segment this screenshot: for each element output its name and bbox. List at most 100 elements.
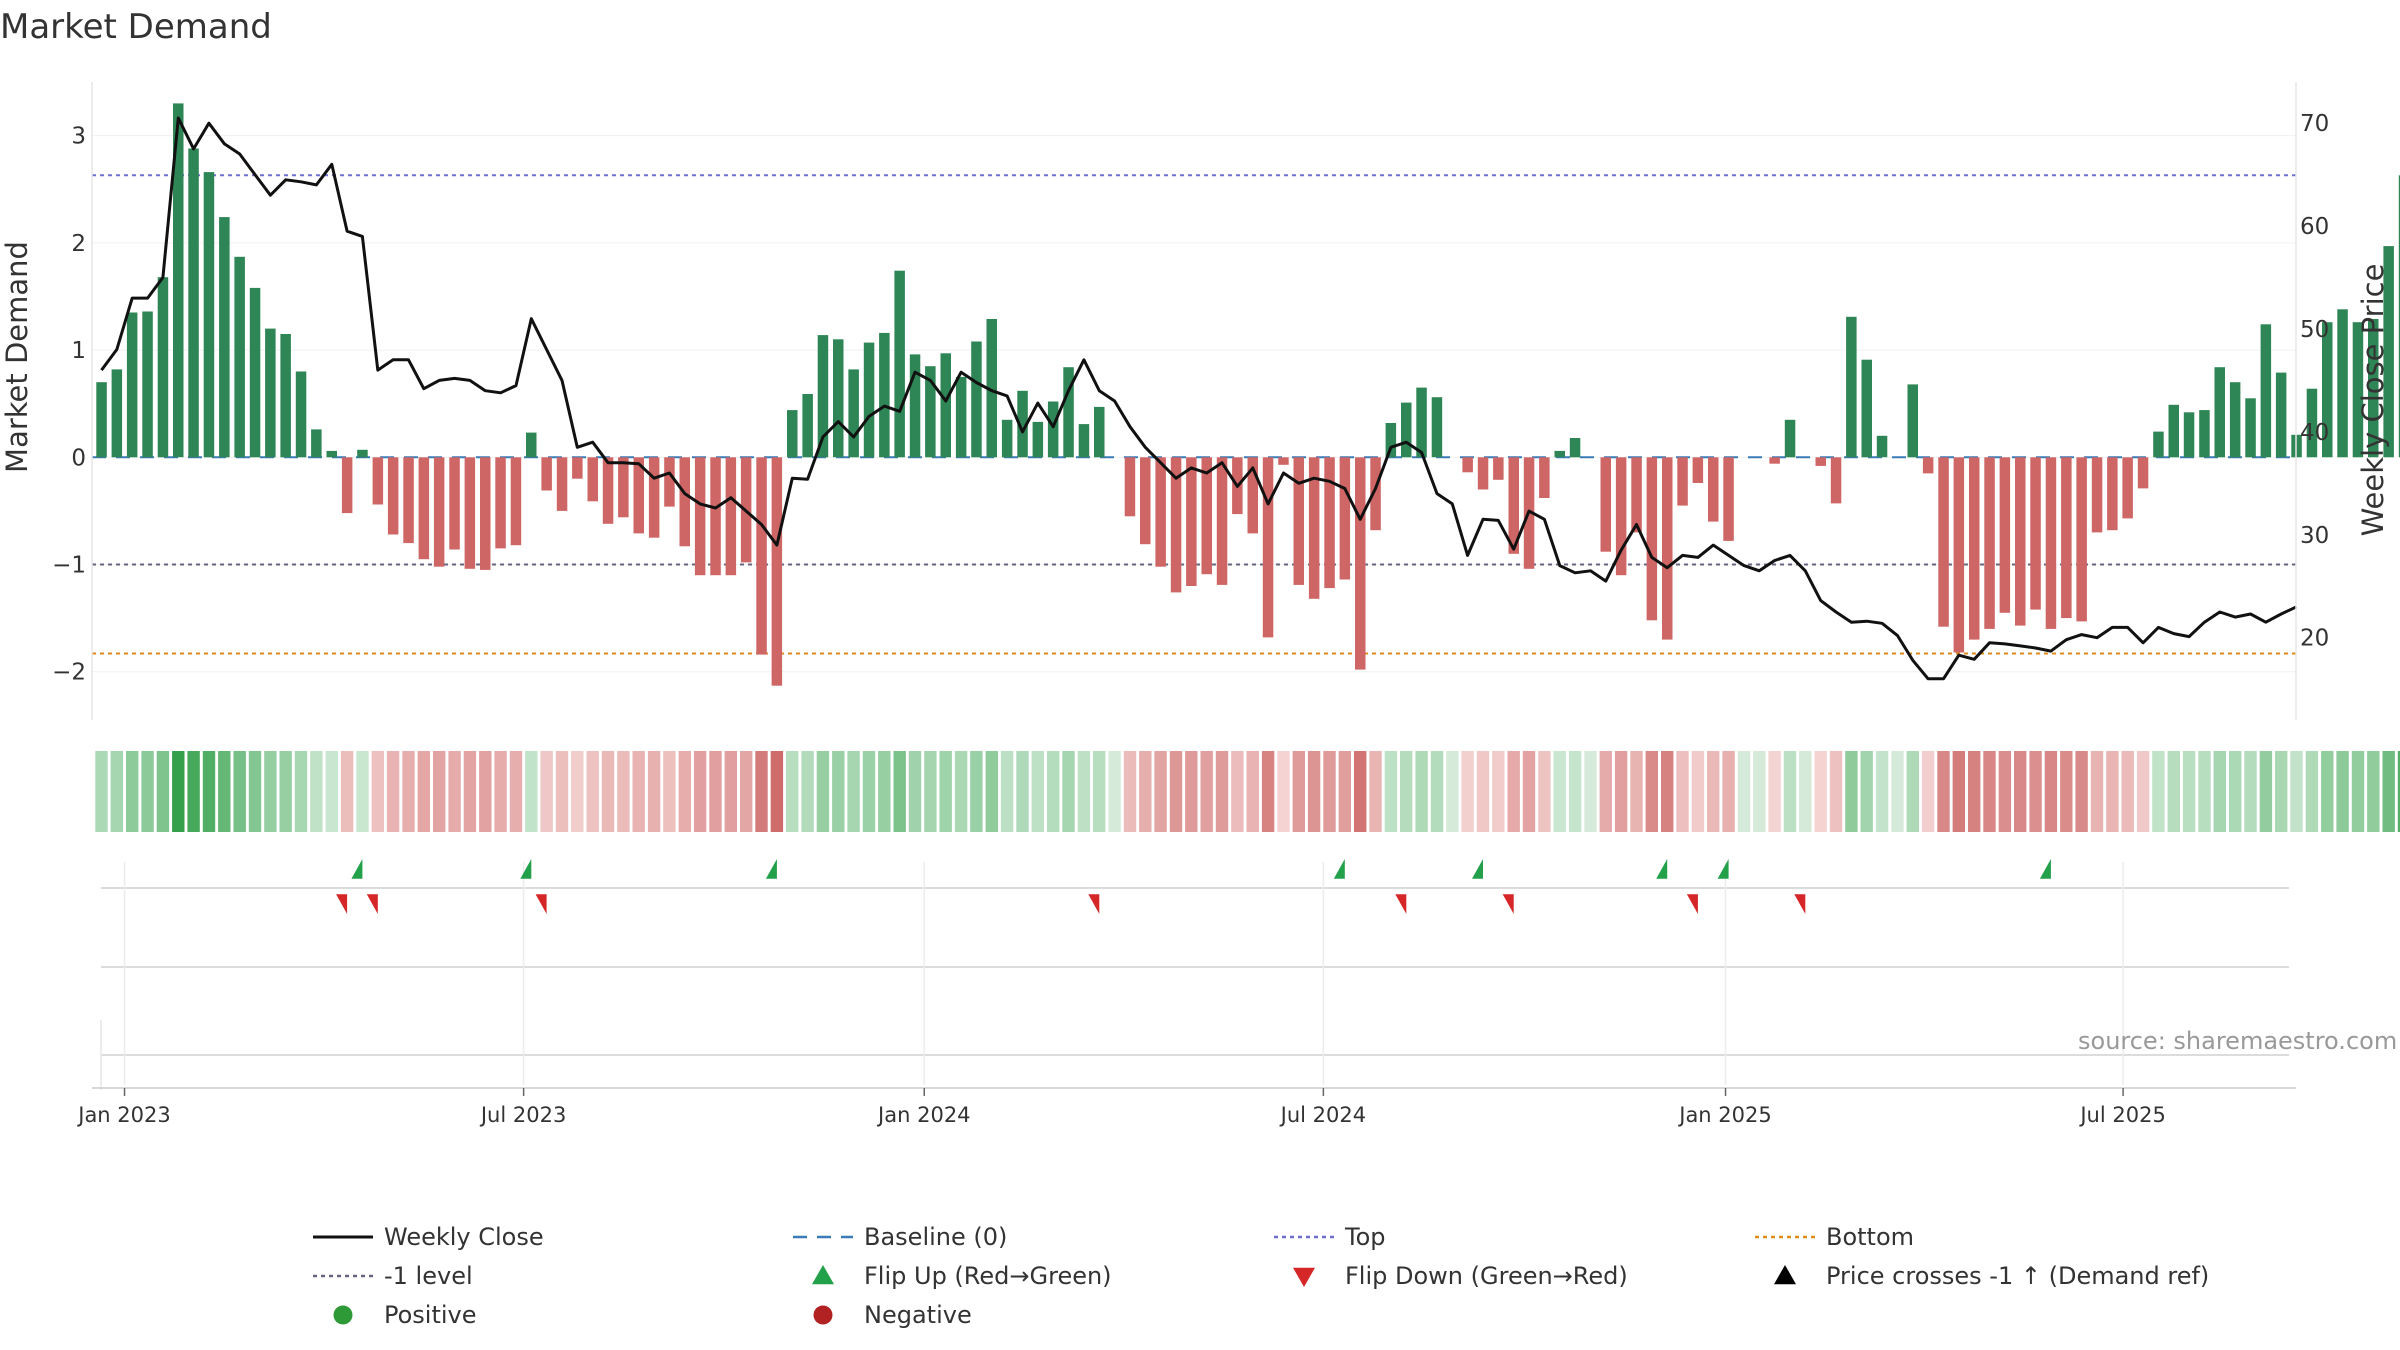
demand-bar	[1293, 457, 1304, 585]
demand-bar	[249, 287, 261, 458]
heat-cell	[2367, 751, 2380, 832]
demand-bar	[833, 339, 844, 458]
demand-bar	[464, 457, 476, 569]
flip-up-marker	[351, 859, 363, 879]
heat-cell	[2060, 751, 2073, 832]
demand-bar	[1984, 457, 1995, 629]
demand-bar	[1262, 457, 1274, 638]
flip-up-marker	[520, 859, 532, 879]
heat-cell	[156, 751, 170, 832]
heat-cell	[2382, 751, 2395, 832]
demand-bar	[1830, 457, 1842, 504]
heat-cell	[1461, 751, 1474, 832]
heat-cell	[1722, 751, 1735, 832]
demand-bar	[2306, 388, 2318, 458]
heat-cell	[586, 751, 599, 832]
demand-bar	[848, 369, 859, 458]
demand-bar	[1493, 457, 1504, 480]
demand-bar	[1278, 457, 1289, 465]
demand-bar	[1124, 457, 1136, 517]
heat-cell	[1384, 751, 1398, 832]
heat-cell	[187, 751, 200, 832]
heat-cell	[1891, 751, 1904, 832]
heat-cell	[1323, 751, 1336, 832]
heat-cell	[1369, 751, 1382, 832]
flip-up-marker	[1656, 859, 1668, 879]
legend-item: Positive	[333, 1301, 477, 1329]
demand-bar	[1339, 457, 1351, 580]
demand-bar	[1370, 457, 1381, 531]
left-tick-label: 3	[71, 124, 86, 150]
demand-bar	[2015, 457, 2026, 626]
heat-cell	[693, 751, 707, 832]
heat-cell	[1584, 751, 1597, 832]
heat-cell	[264, 751, 277, 832]
heat-cell	[1645, 751, 1658, 832]
chart-title: Market Demand	[0, 7, 272, 47]
heat-cell	[202, 751, 216, 832]
demand-bar	[1861, 359, 1872, 458]
heat-cell	[1998, 751, 2012, 832]
demand-bar	[2337, 309, 2348, 458]
legend-label: Flip Up (Red→Green)	[864, 1262, 1112, 1290]
legend: Weekly Close Baseline (0) Top Bottom -1 leve…	[313, 1223, 2209, 1329]
demand-bar	[449, 457, 460, 550]
heat-cell	[2106, 751, 2119, 832]
heat-cell	[2229, 751, 2242, 832]
right-tick-label: 50	[2300, 317, 2329, 343]
heat-cell	[1906, 751, 1919, 832]
heat-cell	[2305, 751, 2319, 832]
legend-swatch	[1293, 1267, 1315, 1287]
demand-bar	[510, 457, 522, 546]
heat-cell	[1783, 751, 1797, 832]
heat-cell	[540, 751, 553, 832]
demand-bar	[1186, 457, 1197, 586]
heat-cell	[1123, 751, 1137, 832]
heat-cell	[1937, 751, 1950, 832]
legend-item: Flip Down (Green→Red)	[1293, 1262, 1628, 1290]
reference-lines	[92, 174, 2296, 655]
heat-cell	[1169, 751, 1183, 832]
heat-cell	[356, 751, 369, 832]
demand-bar	[203, 172, 215, 458]
demand-bar	[1631, 457, 1642, 533]
heat-cell	[1522, 751, 1536, 832]
legend-label: Positive	[384, 1301, 477, 1329]
demand-bar	[418, 457, 430, 560]
demand-bar	[188, 148, 199, 458]
demand-bar	[1708, 457, 1719, 522]
y-axis-label-right: Weekly Close Price	[2356, 264, 2390, 537]
demand-bar	[1094, 406, 1105, 458]
heat-cell	[939, 751, 952, 832]
demand-bar	[1170, 457, 1182, 593]
demand-bar	[587, 457, 598, 502]
legend-swatch	[813, 1305, 833, 1325]
demand-bar	[2398, 175, 2400, 458]
heat-cell	[294, 751, 308, 832]
demand-bar	[1646, 457, 1658, 621]
heat-cell	[141, 751, 154, 832]
demand-bar	[1784, 419, 1796, 458]
heat-cell	[448, 751, 461, 832]
heat-cell	[1093, 751, 1106, 832]
demand-bar	[326, 450, 337, 458]
heat-cell	[1814, 751, 1827, 832]
x-tick-label: Jan 2024	[876, 1103, 971, 1127]
demand-bar	[1907, 384, 1918, 458]
heat-cell	[985, 751, 998, 832]
heat-cell	[571, 751, 584, 832]
heat-cell	[1031, 751, 1044, 832]
heat-cell	[555, 751, 569, 832]
demand-bar	[234, 256, 245, 458]
demand-bar	[1140, 457, 1151, 545]
heat-cell	[1707, 751, 1720, 832]
demand-bar	[403, 457, 414, 544]
heat-cell	[1016, 751, 1029, 832]
legend-label: Price crosses -1 ↑ (Demand ref)	[1826, 1262, 2209, 1290]
demand-bar	[2076, 457, 2087, 622]
demand-bar	[2260, 324, 2272, 458]
demand-bar	[126, 312, 138, 458]
demand-bar	[1953, 457, 1965, 653]
heat-cell	[340, 751, 354, 832]
demand-bar	[1001, 419, 1013, 458]
